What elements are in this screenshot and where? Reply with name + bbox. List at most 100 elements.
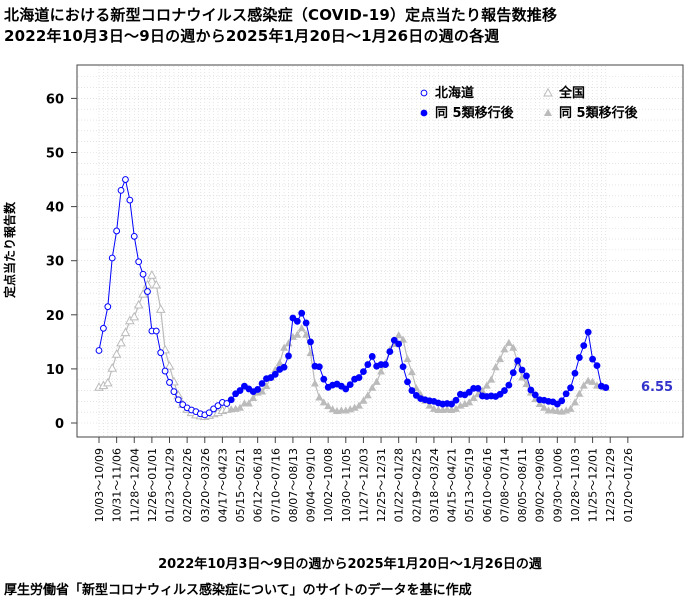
data-point (147, 270, 157, 279)
data-point (558, 397, 566, 405)
data-point (285, 352, 292, 360)
x-tick-label: 04/17～04/23 (216, 448, 229, 522)
data-point (377, 367, 386, 375)
data-point (399, 363, 407, 371)
series-1 (227, 309, 610, 408)
data-point (531, 391, 539, 399)
data-point (386, 348, 394, 355)
data-point (319, 398, 328, 406)
y-tick-label: 50 (46, 147, 64, 162)
data-point (95, 347, 103, 354)
legend-label: 同 5類移行後 (435, 105, 515, 121)
y-tick-label: 20 (46, 309, 64, 324)
data-point (244, 399, 253, 407)
data-point (518, 373, 527, 381)
data-point (104, 303, 112, 311)
data-point (179, 401, 187, 409)
data-point (275, 358, 284, 366)
data-point (404, 378, 411, 386)
data-point (403, 354, 412, 363)
legend-marker (420, 89, 428, 97)
y-tick-label: 60 (46, 92, 64, 107)
x-tick-label: 06/12～06/18 (252, 448, 265, 522)
data-point (120, 327, 131, 337)
data-point (372, 377, 381, 385)
x-tick-label: 09/02～09/08 (534, 448, 547, 522)
data-point (363, 391, 372, 399)
data-point (117, 186, 125, 194)
data-point (298, 309, 306, 317)
data-point (448, 400, 455, 408)
data-point (280, 343, 289, 351)
data-point (465, 398, 474, 406)
x-tick-label: 05/13～05/19 (463, 448, 476, 522)
data-point (575, 389, 584, 397)
data-point (307, 338, 314, 346)
data-point (157, 349, 165, 357)
x-tick-label: 01/22～01/28 (393, 448, 406, 522)
data-point (593, 362, 601, 370)
x-axis-label: 2022年10月3日〜9日の週から2025年1月20日〜1月26日の週 (158, 557, 542, 572)
data-point (152, 327, 160, 335)
x-tick-label: 12/23～12/29 (604, 448, 617, 522)
data-point (135, 258, 143, 266)
legend-label: 北海道 (435, 85, 474, 101)
data-point (382, 361, 389, 368)
data-point (523, 372, 530, 380)
x-tick-label: 07/08～07/14 (498, 448, 511, 522)
data-point (496, 354, 505, 363)
data-point (107, 363, 118, 372)
data-point (584, 376, 593, 384)
x-tick-label: 10/03～10/09 (93, 448, 106, 522)
y-tick-label: 40 (46, 201, 64, 216)
data-point (155, 304, 166, 313)
data-point (227, 396, 235, 404)
data-point (302, 330, 311, 338)
data-point (360, 368, 367, 376)
data-point (129, 311, 140, 321)
data-point (122, 176, 129, 183)
data-point (161, 367, 169, 375)
x-tick-label: 07/10～07/16 (269, 448, 282, 522)
data-point (174, 396, 182, 404)
data-point (368, 383, 377, 391)
data-point (514, 357, 522, 365)
data-point (522, 379, 531, 387)
data-point (280, 363, 288, 371)
data-point (210, 405, 217, 413)
data-point (452, 396, 460, 404)
data-point (451, 404, 460, 412)
x-tick-label: 10/31～11/06 (111, 448, 124, 522)
data-point (315, 393, 324, 401)
x-tick-label: 10/02～10/08 (322, 448, 335, 522)
data-point (474, 384, 482, 392)
data-point (504, 338, 513, 346)
legend-marker (544, 108, 552, 116)
data-point (324, 402, 333, 410)
chart-canvas: 0 10 20 30 40 50 60 10/03～10/09 10/31～11/06 11/28… (2, 64, 684, 522)
data-point (394, 331, 403, 339)
legend-marker (543, 87, 553, 97)
x-tick-label: 09/04～09/10 (305, 448, 318, 522)
data-point (271, 370, 279, 378)
data-point (570, 398, 579, 406)
data-point (491, 363, 500, 371)
data-point (293, 317, 301, 325)
x-tick-label: 12/25～12/31 (375, 448, 388, 522)
data-point (116, 337, 126, 347)
plot-frame (76, 64, 684, 438)
data-point (170, 388, 178, 396)
data-point (151, 279, 162, 289)
data-point (350, 403, 359, 411)
data-point (575, 354, 583, 361)
data-point (589, 355, 596, 363)
data-point (320, 375, 328, 383)
y-tick-label: 0 (55, 417, 64, 432)
data-point (262, 382, 271, 390)
x-tick-label: 06/10～06/16 (481, 448, 494, 522)
data-point (133, 299, 144, 309)
data-point (258, 380, 266, 387)
data-point (535, 399, 544, 408)
data-point (342, 385, 350, 393)
data-point (390, 336, 398, 344)
